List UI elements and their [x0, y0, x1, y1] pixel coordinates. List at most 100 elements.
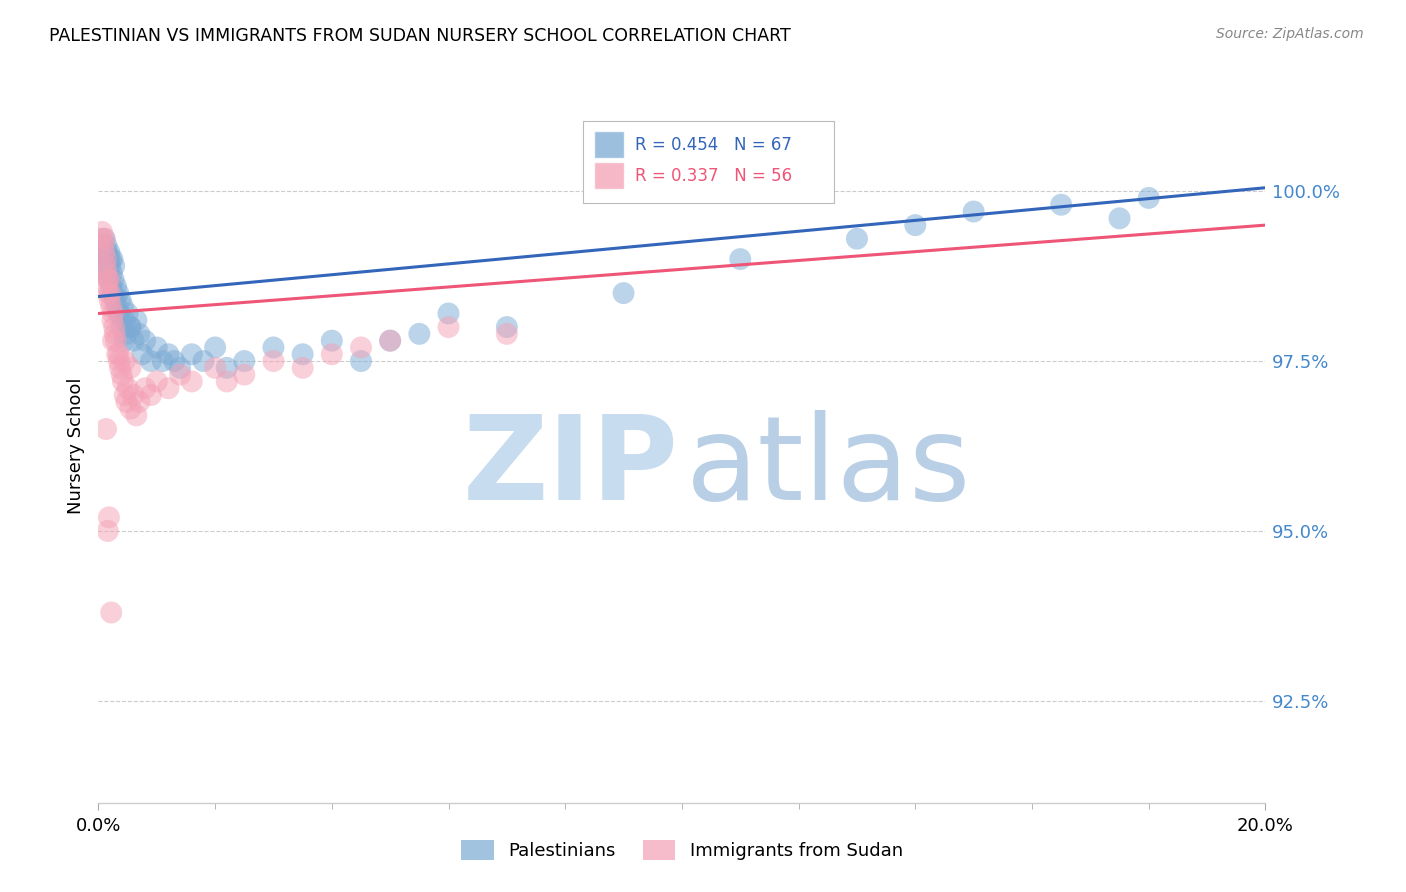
Point [131, 347, 153, 361]
Point [100, 606, 122, 620]
Point [91, 252, 114, 266]
Point [103, 272, 125, 286]
Point [101, 286, 124, 301]
Point [613, 286, 636, 301]
Point [204, 341, 226, 355]
Point [139, 354, 162, 368]
Point [233, 368, 256, 382]
Point [321, 334, 343, 348]
Point [128, 394, 150, 409]
Point [94, 259, 117, 273]
Point [1050, 198, 1073, 212]
Point [114, 313, 136, 327]
Point [98, 245, 121, 260]
Point [108, 354, 131, 368]
Point [97, 272, 120, 286]
Text: R = 0.337   N = 56: R = 0.337 N = 56 [636, 167, 793, 185]
Point [496, 320, 519, 334]
Point [114, 354, 136, 368]
Point [108, 347, 131, 361]
Point [103, 320, 125, 334]
Point [94, 259, 117, 273]
Point [408, 326, 430, 341]
Point [496, 326, 519, 341]
Point [108, 360, 131, 375]
Point [128, 326, 150, 341]
Point [108, 306, 131, 320]
Point [125, 409, 148, 423]
Point [152, 354, 174, 368]
Point [94, 245, 117, 260]
Point [101, 334, 124, 348]
Point [94, 422, 117, 436]
Point [101, 306, 124, 320]
Point [263, 354, 285, 368]
Point [110, 293, 132, 307]
Point [120, 320, 142, 334]
Point [107, 286, 129, 301]
Point [97, 272, 120, 286]
Point [90, 225, 112, 239]
Point [111, 368, 134, 382]
Text: R = 0.454   N = 67: R = 0.454 N = 67 [636, 136, 792, 153]
Point [134, 381, 156, 395]
Point [263, 341, 285, 355]
Point [101, 313, 124, 327]
FancyBboxPatch shape [595, 162, 624, 189]
Text: ZIP: ZIP [463, 410, 679, 524]
Point [98, 286, 121, 301]
Point [291, 360, 314, 375]
Point [180, 375, 202, 389]
Point [115, 394, 138, 409]
Point [291, 347, 314, 361]
Point [134, 334, 156, 348]
Point [115, 326, 138, 341]
Point [122, 388, 145, 402]
Point [157, 381, 180, 395]
Point [97, 252, 120, 266]
Point [104, 279, 127, 293]
Point [97, 524, 120, 538]
Point [94, 252, 117, 266]
Point [904, 218, 927, 232]
Point [98, 293, 121, 307]
Point [105, 300, 128, 314]
Text: Source: ZipAtlas.com: Source: ZipAtlas.com [1216, 27, 1364, 41]
Point [730, 252, 752, 266]
Point [193, 354, 215, 368]
Legend: Palestinians, Immigrants from Sudan: Palestinians, Immigrants from Sudan [454, 833, 910, 867]
Point [100, 252, 122, 266]
Point [103, 259, 125, 273]
Point [97, 286, 120, 301]
Point [204, 360, 226, 375]
Point [120, 401, 142, 416]
Point [350, 354, 373, 368]
Point [1137, 191, 1160, 205]
Point [97, 272, 120, 286]
Point [437, 320, 460, 334]
Point [114, 334, 136, 348]
Point [122, 334, 145, 348]
Point [111, 300, 134, 314]
Point [111, 375, 134, 389]
Point [98, 259, 121, 273]
Point [96, 266, 118, 280]
Point [101, 252, 124, 266]
Point [97, 266, 120, 280]
Point [96, 245, 118, 260]
Point [233, 354, 256, 368]
Point [146, 341, 169, 355]
Point [350, 341, 373, 355]
Point [91, 238, 114, 252]
Text: atlas: atlas [685, 410, 970, 524]
Point [93, 245, 115, 260]
Point [90, 238, 112, 252]
Y-axis label: Nursery School: Nursery School [66, 377, 84, 515]
Point [1108, 211, 1130, 226]
Point [117, 306, 139, 320]
Point [90, 232, 112, 246]
Point [117, 381, 139, 395]
Point [100, 300, 122, 314]
Point [120, 360, 142, 375]
Point [96, 238, 118, 252]
